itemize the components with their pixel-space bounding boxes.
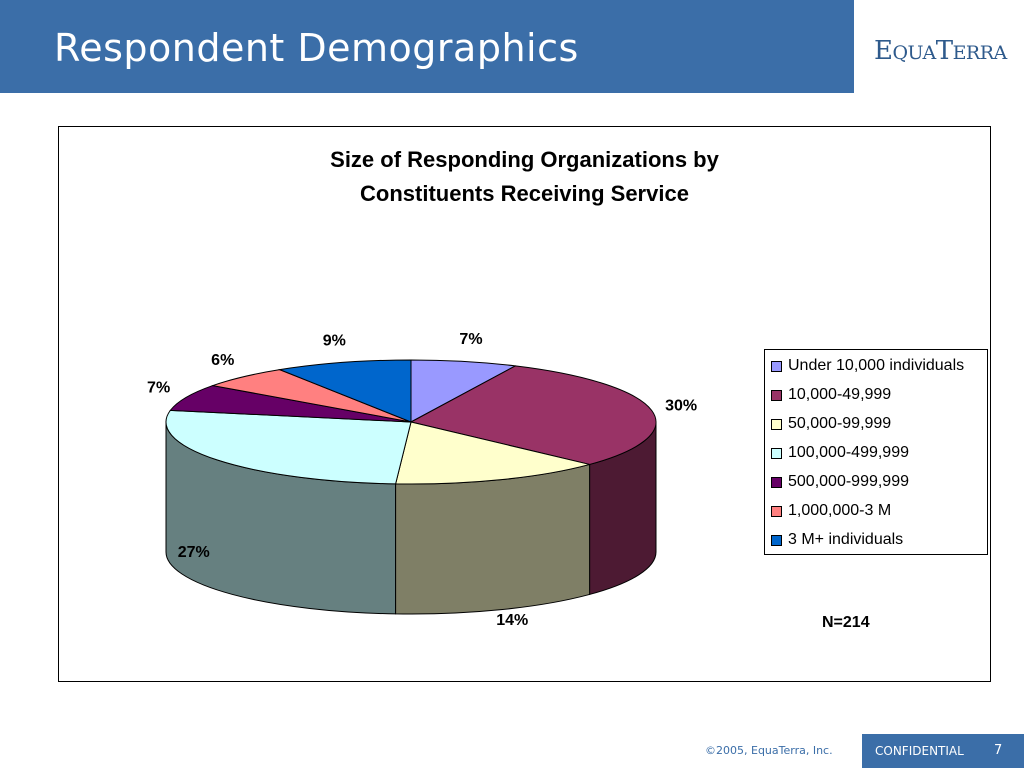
- chart-area: Size of Responding Organizations by Cons…: [58, 126, 991, 682]
- chart-title-line-1: Size of Responding Organizations by: [330, 147, 719, 172]
- slide-title: Respondent Demographics: [54, 26, 579, 70]
- pie-slice-6: [277, 359, 412, 423]
- page-number: 7: [994, 743, 1003, 758]
- legend-item-10000-49999: 10,000-49,999: [771, 384, 891, 406]
- pie-slice-2: [394, 421, 590, 485]
- legend-swatch: [771, 534, 782, 546]
- chart-title-line-2: Constituents Receiving Service: [360, 181, 689, 206]
- sample-size-note: N=214: [822, 614, 870, 631]
- pie-label-6: 9%: [323, 332, 346, 349]
- legend-item-under-10000: Under 10,000 individuals: [771, 355, 964, 377]
- legend-item-100000-499999: 100,000-499,999: [771, 442, 909, 464]
- footer-copyright: ©2005, EquaTerra, Inc.: [705, 744, 833, 757]
- pie-slice-0: [410, 359, 517, 423]
- legend-swatch: [771, 505, 782, 517]
- equaterra-logo: EQUATERRA: [856, 0, 1024, 93]
- legend-swatch: [771, 418, 782, 430]
- logo-text: EQUATERRA: [874, 36, 1007, 66]
- pie-slice-3: [165, 409, 412, 485]
- legend-swatch: [771, 360, 782, 372]
- pie-label-3: 27%: [178, 544, 210, 561]
- pie-side-2: [395, 463, 591, 615]
- slide-header: Respondent Demographics: [0, 0, 854, 93]
- legend-swatch: [771, 447, 782, 459]
- pie-slice-1: [409, 365, 657, 465]
- pie-label-2: 14%: [496, 612, 528, 629]
- pie-chart: 7% 30% 14% 27% 7% 6% 9%: [147, 331, 697, 629]
- footer-confidential: CONFIDENTIAL: [875, 744, 964, 758]
- chart-legend: Under 10,000 individuals 10,000-49,999 5…: [764, 349, 988, 555]
- footer-bar: CONFIDENTIAL 7: [862, 734, 1024, 768]
- pie-slice-4: [169, 385, 412, 423]
- legend-item-500000-999999: 500,000-999,999: [771, 471, 909, 493]
- legend-item-50000-99999: 50,000-99,999: [771, 413, 891, 435]
- pie-label-5: 6%: [211, 352, 234, 369]
- pie-label-0: 7%: [459, 331, 482, 348]
- legend-swatch: [771, 389, 782, 401]
- pie-label-4: 7%: [147, 380, 170, 397]
- legend-item-3m-plus: 3 M+ individuals: [771, 529, 903, 551]
- legend-item-1m-3m: 1,000,000-3 M: [771, 500, 891, 522]
- legend-swatch: [771, 476, 782, 488]
- pie-label-1: 30%: [665, 397, 697, 414]
